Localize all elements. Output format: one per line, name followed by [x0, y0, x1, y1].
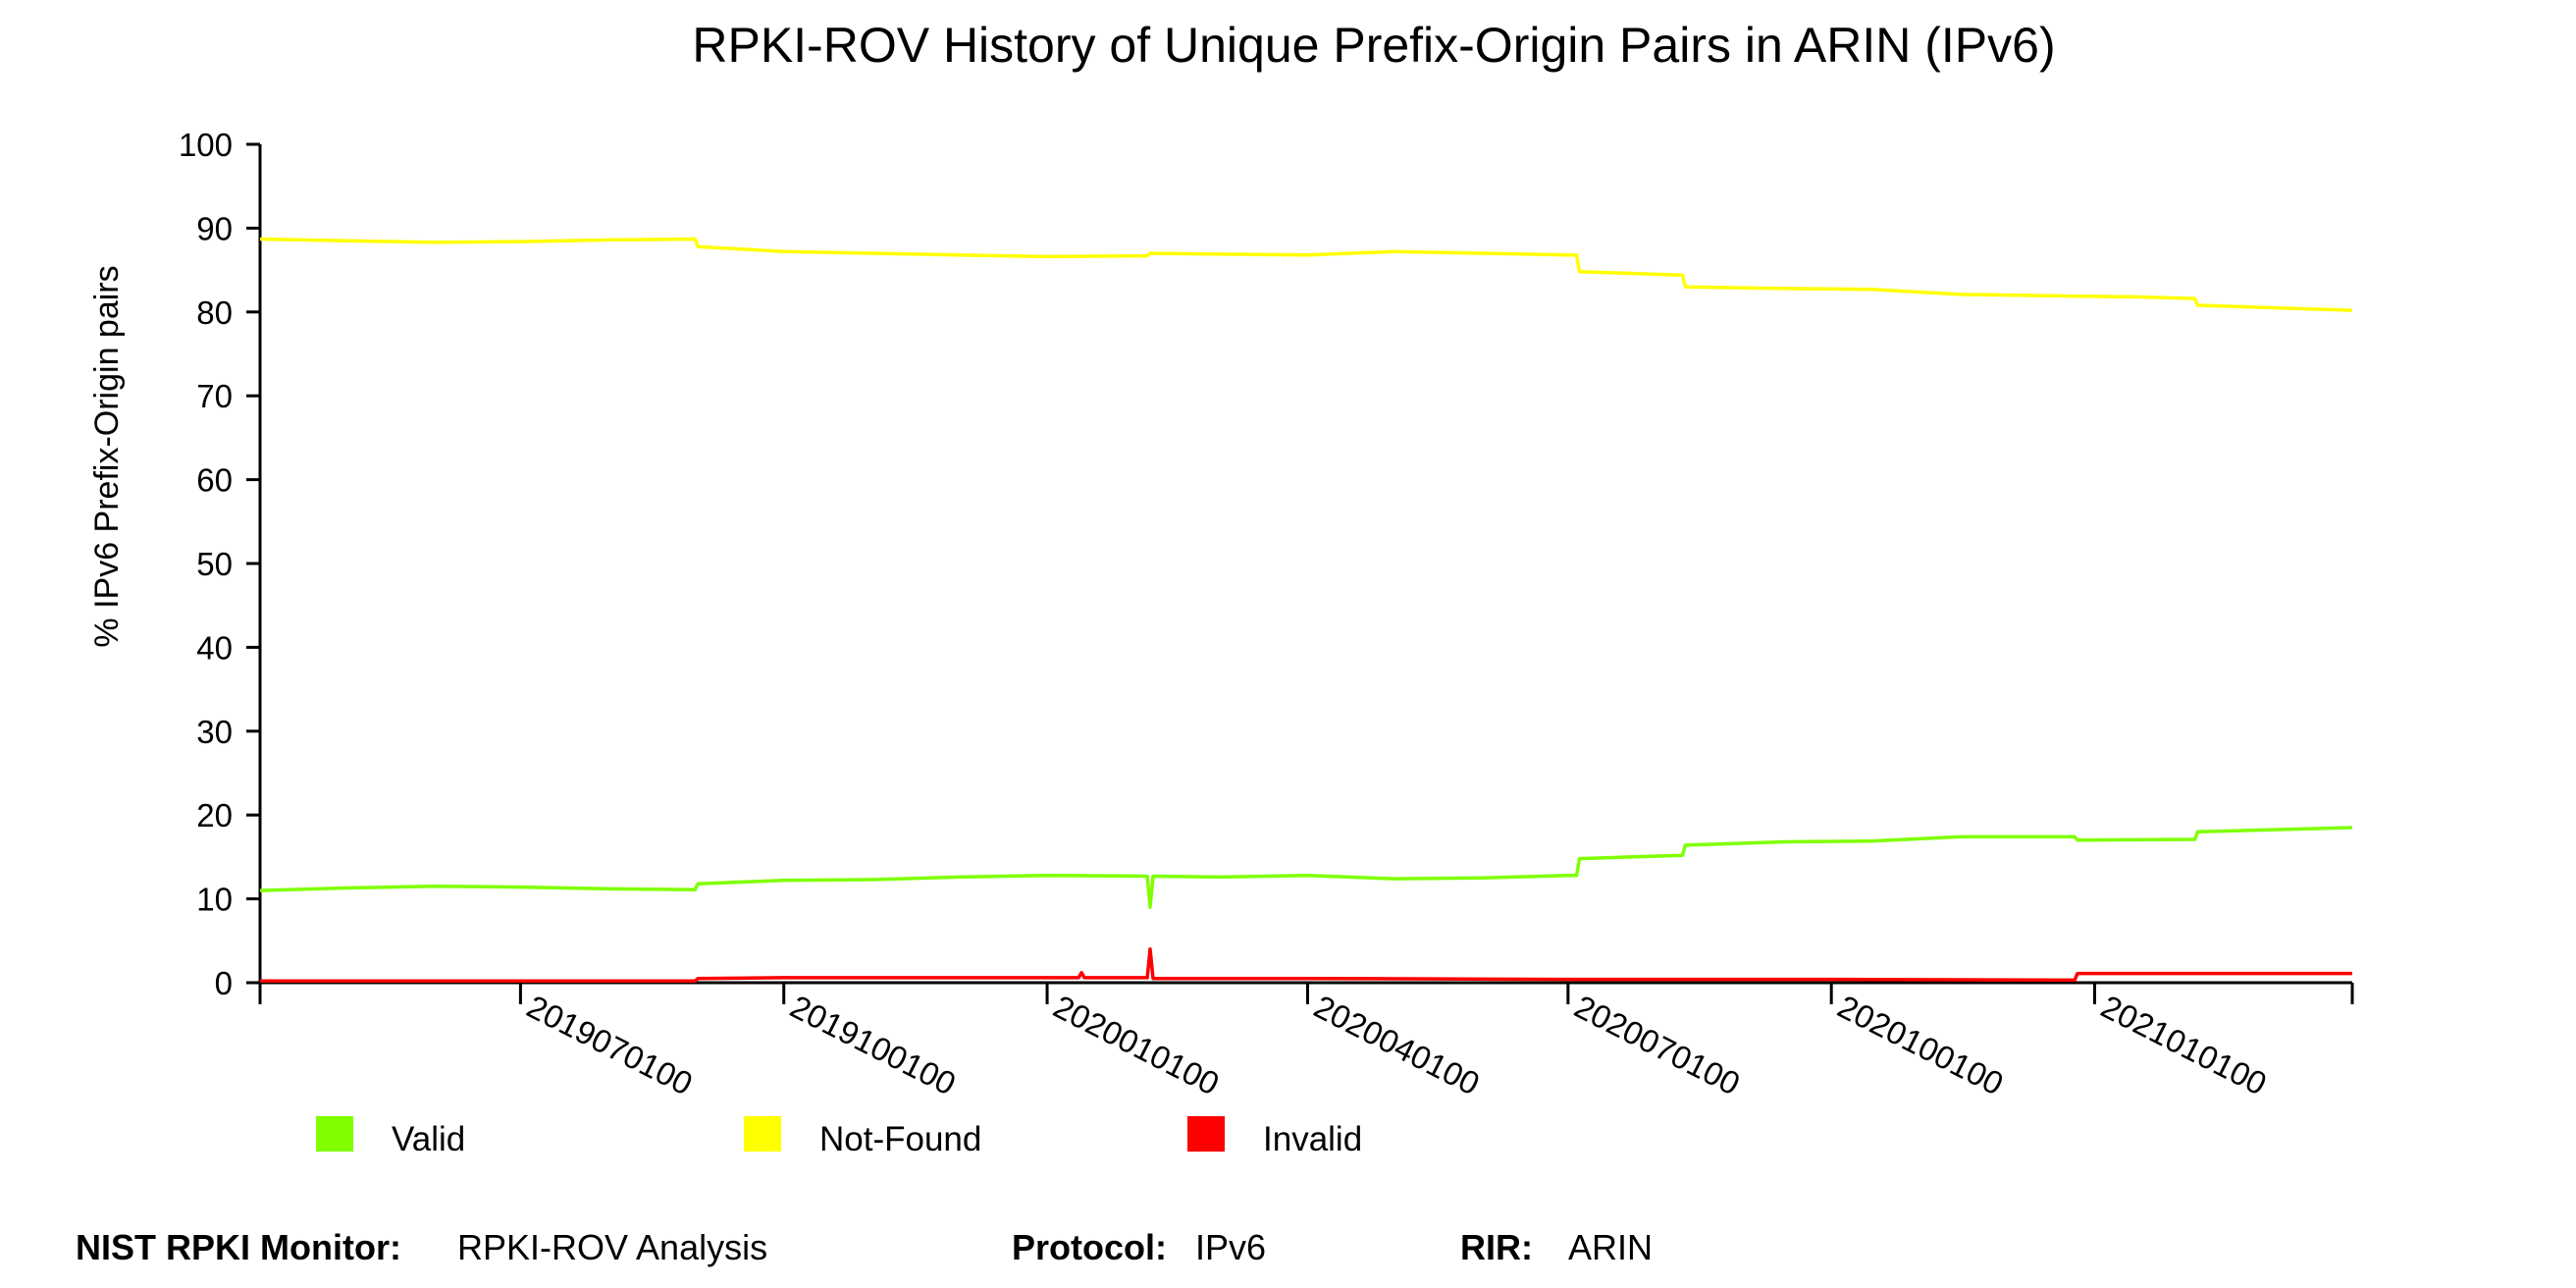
monitor-key: NIST RPKI Monitor: — [76, 1227, 401, 1267]
legend-swatch-invalid — [1187, 1116, 1225, 1152]
series-layer — [259, 237, 2353, 984]
x-tick-label: 2020100100 — [1832, 988, 2009, 1101]
legend: Valid Not-Found Invalid — [316, 1116, 1362, 1158]
axes: 0 10 20 30 40 50 60 70 80 90 100 2019070100 20191001… — [179, 127, 2354, 1102]
legend-swatch-not-found — [744, 1116, 781, 1152]
protocol-value: IPv6 — [1195, 1227, 1267, 1267]
rir-key: RIR: — [1460, 1227, 1533, 1267]
y-tick-label: 10 — [196, 882, 233, 918]
legend-label-not-found: Not-Found — [819, 1120, 981, 1158]
rir-value: ARIN — [1568, 1227, 1654, 1267]
x-tick-label: 2021010100 — [2095, 988, 2272, 1101]
chart-title: RPKI-ROV History of Unique Prefix-Origin… — [692, 18, 2055, 73]
y-tick-label: 60 — [196, 462, 233, 499]
x-tick-label: 2019100100 — [785, 988, 962, 1101]
x-tick-label: 2019070100 — [521, 988, 698, 1101]
series-line-invalid — [260, 947, 2352, 984]
y-tick-label: 50 — [196, 546, 233, 582]
legend-label-valid: Valid — [392, 1120, 465, 1158]
y-tick-label: 100 — [179, 127, 233, 163]
y-tick-label: 0 — [215, 965, 233, 1001]
protocol-key: Protocol: — [1012, 1227, 1167, 1267]
y-tick-label: 70 — [196, 378, 233, 414]
y-tick-label: 20 — [196, 797, 233, 833]
legend-swatch-valid — [316, 1116, 353, 1152]
y-tick-label: 40 — [196, 629, 233, 666]
monitor-value: RPKI-ROV Analysis — [457, 1227, 768, 1267]
y-tick-label: 30 — [196, 714, 233, 750]
footer: NIST RPKI Monitor: RPKI-ROV Analysis Pro… — [0, 1227, 2576, 1267]
legend-label-invalid: Invalid — [1263, 1120, 1362, 1158]
y-axis-label: % IPv6 Prefix-Origin pairs — [88, 265, 126, 647]
y-tick-label: 80 — [196, 295, 233, 331]
x-tick-label: 2020070100 — [1569, 988, 1746, 1101]
x-tick-label: 2020040100 — [1308, 988, 1485, 1101]
series-line-not-found — [259, 237, 2353, 312]
series-line-valid — [259, 826, 2353, 909]
x-tick-label: 2020010100 — [1048, 988, 1225, 1101]
y-tick-label: 90 — [196, 210, 233, 246]
